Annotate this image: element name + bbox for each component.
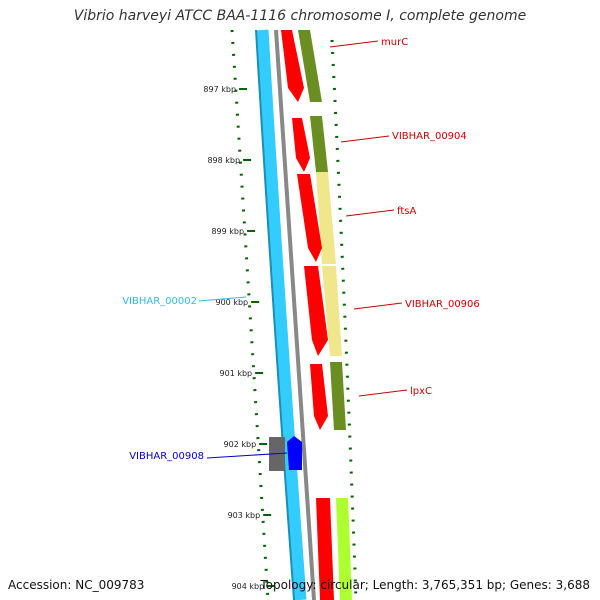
gene-arrow-lpxC[interactable] bbox=[310, 364, 328, 430]
backbone-blue-edge bbox=[255, 29, 295, 600]
accession-text: Accession: NC_009783 bbox=[8, 578, 145, 592]
tick-label: 903 kbp bbox=[228, 511, 261, 520]
leader-VIBHAR_00002 bbox=[198, 296, 247, 302]
tick-label: 904 kbp bbox=[232, 582, 265, 591]
tick-label: 900 kbp bbox=[216, 298, 249, 307]
gene-arrow-VIBHAR_00904[interactable] bbox=[292, 118, 310, 172]
cog-segment-00904 bbox=[310, 116, 328, 172]
tick-label: 899 kbp bbox=[211, 227, 244, 236]
leader-lpxC bbox=[358, 389, 408, 397]
map-title: Vibrio harveyi ATCC BAA-1116 chromosome … bbox=[73, 8, 527, 24]
label-VIBHAR_00908[interactable]: VIBHAR_00908 bbox=[129, 451, 204, 462]
leader-VIBHAR_00906 bbox=[353, 302, 403, 310]
tick-label: 898 kbp bbox=[207, 156, 240, 165]
label-ftsA[interactable]: ftsA bbox=[397, 206, 416, 217]
tick-group: 897 kbp 898 kbp 899 kbp 900 kbp 901 kbp 902 k… bbox=[203, 85, 276, 591]
leader-ftsA bbox=[345, 209, 395, 217]
label-murC[interactable]: murC bbox=[381, 37, 408, 48]
gene-arrow-VIBHAR_00908[interactable] bbox=[287, 436, 302, 470]
gene-arrow-red-lower bbox=[316, 498, 334, 600]
label-VIBHAR_00002[interactable]: VIBHAR_00002 bbox=[122, 296, 197, 307]
gene-arrow-ftsA[interactable] bbox=[297, 174, 322, 262]
label-VIBHAR_00906[interactable]: VIBHAR_00906 bbox=[405, 299, 480, 310]
cog-segment-ftsA bbox=[316, 172, 336, 264]
tick-label: 902 kbp bbox=[224, 440, 257, 449]
topology-stats-text: Topology: circular; Length: 3,765,351 bp… bbox=[260, 578, 590, 592]
cog-segment-lime bbox=[336, 498, 352, 600]
leader-murC bbox=[329, 40, 379, 48]
backbone-grey-track bbox=[274, 29, 316, 600]
cog-segment-murC bbox=[298, 30, 322, 102]
tick-label: 901 kbp bbox=[220, 369, 253, 378]
backbone-blue-track bbox=[255, 29, 307, 600]
cog-segment-00906 bbox=[322, 266, 342, 356]
label-VIBHAR_00904[interactable]: VIBHAR_00904 bbox=[392, 131, 467, 142]
tick-label: 897 kbp bbox=[203, 85, 236, 94]
leader-VIBHAR_00908 bbox=[206, 452, 288, 459]
gene-arrow-murC[interactable] bbox=[281, 30, 304, 102]
label-lpxC[interactable]: lpxC bbox=[410, 386, 432, 397]
leader-VIBHAR_00904 bbox=[340, 135, 390, 143]
gene-arrow-VIBHAR_00906[interactable] bbox=[304, 266, 328, 356]
gene-labels: murC VIBHAR_00904 ftsA VIBHAR_00906 lpxC… bbox=[122, 37, 480, 462]
cog-segment-lpxC bbox=[330, 362, 346, 430]
